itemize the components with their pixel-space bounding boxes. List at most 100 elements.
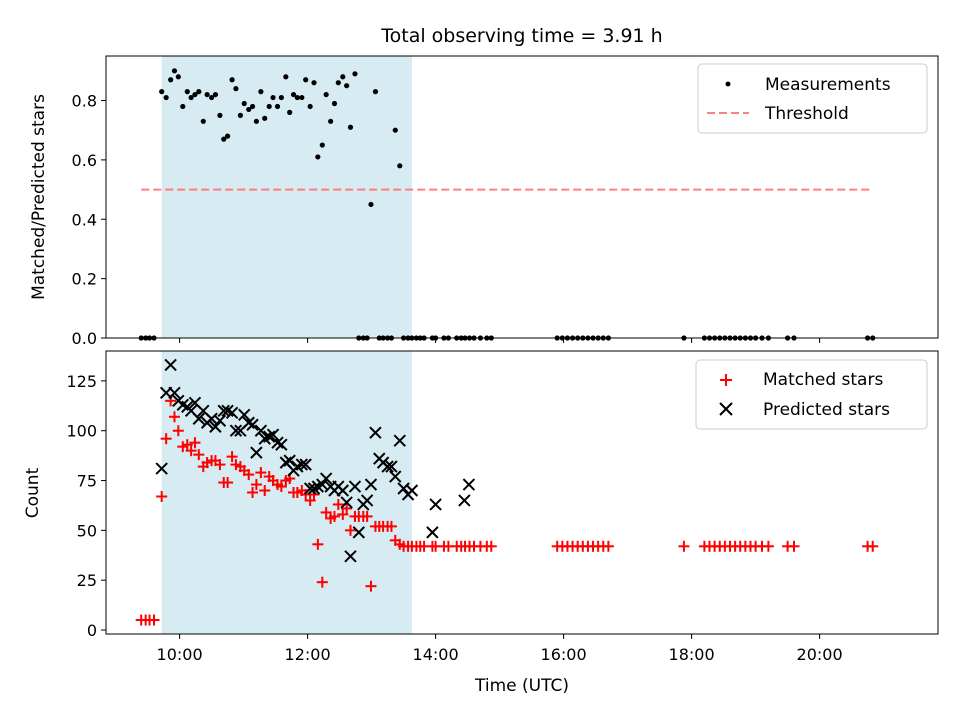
y-tick-label: 50 [77, 521, 97, 540]
predicted-star-point [299, 458, 312, 471]
predicted-star-point [262, 430, 276, 443]
measurement-point [237, 112, 243, 118]
predicted-star-point [340, 496, 353, 509]
top-axes-frame [105, 55, 939, 339]
predicted-star-point [336, 484, 350, 497]
measurement-point [258, 89, 264, 95]
predicted-star-point [405, 484, 419, 497]
measurement-point [274, 103, 281, 110]
predicted-star-point [275, 438, 288, 451]
y-tick-label: 0.4 [72, 210, 97, 229]
matched-star-point [250, 479, 262, 491]
x-tick-label: 12:00 [285, 645, 331, 664]
measurement-point [196, 89, 202, 95]
top-panel: 0.0 0.2 0.4 0.6 0.8 Total observing time = 3… [29, 25, 939, 348]
legend-matched-marker [720, 374, 732, 386]
y-tick-label: 0.2 [72, 270, 97, 289]
matched-star-point [214, 459, 226, 471]
matched-star-point [193, 449, 205, 461]
matched-star-point [247, 487, 259, 498]
predicted-star-point [307, 482, 321, 495]
measurement-point [212, 91, 219, 98]
measurement-point [225, 133, 231, 139]
bottom-y-ticks: 0 25 50 75 100 125 [66, 372, 106, 640]
measurement-point [352, 71, 358, 77]
top-x-ticks [179, 338, 821, 343]
matched-star-point [160, 433, 172, 445]
predicted-star-point [303, 482, 317, 495]
predicted-star-point [385, 460, 398, 473]
matched-star-point [148, 614, 160, 626]
measurement-point [229, 77, 235, 83]
predicted-star-point [319, 472, 333, 485]
matched-star-point [337, 508, 349, 520]
predicted-star-point [271, 436, 284, 449]
measurement-point [262, 115, 268, 121]
matched-star-point [275, 481, 287, 493]
y-tick-label: 0.0 [72, 329, 97, 348]
top-y-ticks: 0.0 0.2 0.4 0.6 0.8 [72, 92, 106, 348]
matched-star-point [332, 498, 344, 510]
predicted-star-point [348, 480, 362, 493]
measurement-point [270, 94, 276, 101]
measurement-point [315, 154, 321, 160]
matched-star-point [172, 425, 184, 437]
x-axis-label: Time (UTC) [474, 676, 569, 696]
predicted-star-point [426, 526, 439, 539]
measurement-point [299, 94, 305, 101]
measurement-point [347, 124, 354, 130]
y-tick-label: 0.8 [72, 92, 97, 111]
predicted-star-point [389, 470, 402, 483]
legend-predicted-label: Predicted stars [763, 400, 890, 420]
measurement-point [294, 94, 300, 101]
predicted-star-point [393, 434, 406, 447]
chart-title: Total observing time = 3.91 h [380, 25, 662, 47]
measurement-point [192, 91, 198, 98]
predicted-star-point [209, 420, 222, 433]
measurement-point [204, 91, 210, 98]
measurement-point [221, 136, 227, 142]
x-tick-label: 16:00 [541, 645, 587, 664]
matched-star-point [255, 467, 267, 479]
measurement-point [200, 118, 206, 124]
matched-stars-points [135, 395, 879, 626]
predicted-star-point [266, 428, 280, 441]
predicted-star-point [168, 386, 181, 400]
x-tick-label: 20:00 [797, 645, 843, 664]
matched-star-point [185, 445, 197, 457]
measurement-point [278, 94, 284, 101]
predicted-star-point [295, 458, 309, 471]
predicted-star-point [238, 408, 251, 421]
matched-star-point [385, 520, 397, 532]
matched-star-point [156, 490, 168, 502]
measurement-point [168, 77, 174, 83]
bottom-panel: 0 25 50 75 100 125 10:00 12:00 14:00 16:00 18:00 2… [23, 350, 939, 696]
measurement-point [319, 142, 325, 148]
matched-star-point [788, 540, 800, 552]
predicted-star-point [155, 462, 168, 475]
matched-star-point [762, 540, 774, 552]
top-observing-window-shade [161, 56, 412, 338]
measurement-point [290, 91, 297, 98]
predicted-star-point [360, 494, 374, 507]
measurement-point [328, 118, 334, 124]
matched-star-point [222, 477, 234, 489]
legend-measurements-marker [725, 81, 731, 87]
predicted-star-point [458, 494, 471, 507]
predicted-star-point [352, 526, 366, 539]
y-tick-label: 25 [77, 571, 97, 590]
matched-star-point [867, 540, 879, 552]
legend-measurements-label: Measurements [765, 75, 891, 95]
predicted-star-point [225, 406, 239, 419]
matched-star-point [168, 411, 180, 423]
matched-star-point [485, 540, 497, 552]
predicted-star-point [462, 478, 476, 491]
measurement-point [331, 100, 338, 107]
matched-star-point [361, 510, 373, 522]
predicted-star-point [429, 498, 442, 511]
predicted-star-point [164, 358, 177, 372]
bottom-axes-frame [105, 350, 939, 635]
measurement-point [163, 94, 169, 101]
predicted-star-point [229, 424, 243, 437]
matched-star-point [328, 510, 340, 522]
